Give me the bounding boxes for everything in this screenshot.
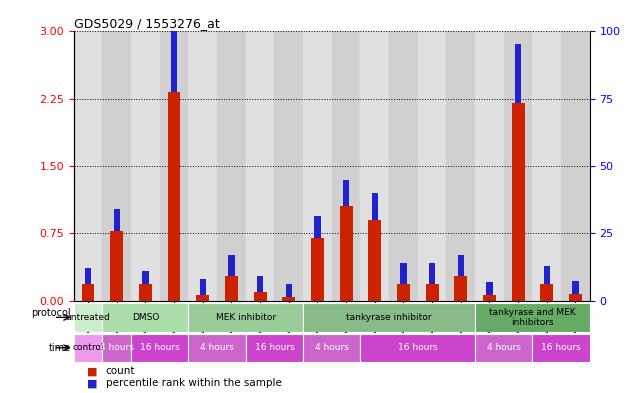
Bar [171,25,177,92]
Text: time: time [48,343,71,353]
Bar [188,334,246,362]
Bar [74,334,103,362]
Bar [369,220,381,301]
Bar [343,180,349,206]
Bar [113,209,120,231]
Bar [504,31,533,301]
Bar [389,31,418,301]
Text: 4 hours: 4 hours [200,343,234,352]
Bar [572,281,579,294]
Bar [533,334,590,362]
Bar [74,31,103,301]
Bar [458,255,464,276]
Bar [196,295,209,301]
Bar [228,255,235,276]
Bar [225,276,238,301]
Bar [103,31,131,301]
Bar [199,279,206,295]
Bar [246,31,274,301]
Bar [81,285,94,301]
Bar [544,266,550,285]
Bar [360,334,475,362]
Bar [139,285,152,301]
Bar [103,303,188,332]
Bar [303,31,332,301]
Bar [254,292,267,301]
Text: 4 hours: 4 hours [100,343,134,352]
Text: ■: ■ [87,378,97,388]
Bar [487,282,492,295]
Bar [246,334,303,362]
Bar [110,231,123,301]
Bar [282,297,295,301]
Bar [303,303,475,332]
Bar [483,295,496,301]
Text: untreated: untreated [65,313,110,322]
Bar [217,31,246,301]
Text: DMSO: DMSO [131,313,159,322]
Bar [274,31,303,301]
Text: 4 hours: 4 hours [487,343,520,352]
Bar [85,268,91,285]
Text: MEK inhibitor: MEK inhibitor [215,313,276,322]
Bar [512,103,524,301]
Bar [429,263,435,285]
Bar [418,31,446,301]
Bar [131,31,160,301]
Bar [257,275,263,292]
Bar [561,31,590,301]
Bar [475,31,504,301]
Bar [160,31,188,301]
Bar [400,263,406,285]
Bar [74,303,103,332]
Bar [397,285,410,301]
Text: GDS5029 / 1553276_at: GDS5029 / 1553276_at [74,17,219,30]
Text: 16 hours: 16 hours [254,343,294,352]
Bar [454,276,467,301]
Bar [446,31,475,301]
Text: control: control [72,343,104,352]
Text: 16 hours: 16 hours [541,343,581,352]
Bar [311,238,324,301]
Bar [360,31,389,301]
Text: count: count [106,366,135,376]
Bar [167,92,181,301]
Bar [188,31,217,301]
Bar [332,31,360,301]
Bar [515,44,521,103]
Text: protocol: protocol [31,309,71,318]
Text: tankyrase inhibitor: tankyrase inhibitor [346,313,432,322]
Bar [314,216,320,238]
Text: 16 hours: 16 hours [140,343,179,352]
Bar [131,334,188,362]
Bar [426,285,438,301]
Bar [475,303,590,332]
Bar [188,303,303,332]
Bar [285,284,292,297]
Text: 16 hours: 16 hours [398,343,438,352]
Bar [372,193,378,220]
Bar [569,294,582,301]
Text: percentile rank within the sample: percentile rank within the sample [106,378,281,388]
Text: tankyrase and MEK
inhibitors: tankyrase and MEK inhibitors [489,308,576,327]
Bar [103,334,131,362]
Bar [533,31,561,301]
Text: 4 hours: 4 hours [315,343,349,352]
Bar [340,206,353,301]
Bar [540,285,553,301]
Bar [142,271,149,285]
Text: ■: ■ [87,366,97,376]
Bar [303,334,360,362]
Bar [475,334,533,362]
